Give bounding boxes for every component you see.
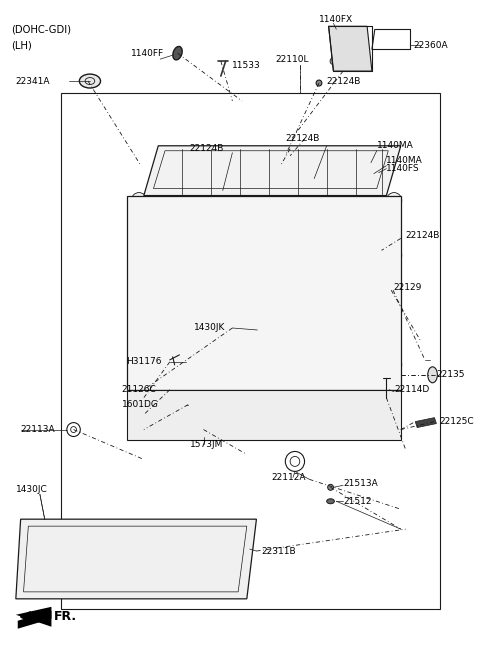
Ellipse shape (275, 171, 286, 180)
Text: 22341A: 22341A (16, 76, 50, 86)
Ellipse shape (323, 166, 335, 175)
Circle shape (132, 193, 147, 208)
Text: 22113A: 22113A (21, 425, 55, 434)
Text: 22124B: 22124B (327, 76, 361, 86)
Ellipse shape (347, 164, 359, 173)
Text: 22135: 22135 (436, 370, 465, 379)
Ellipse shape (364, 59, 371, 67)
Text: 22129: 22129 (393, 283, 421, 292)
Ellipse shape (164, 191, 176, 200)
Text: 1430JK: 1430JK (194, 323, 225, 332)
Ellipse shape (327, 499, 335, 503)
Circle shape (196, 422, 211, 438)
Polygon shape (18, 611, 51, 629)
Ellipse shape (364, 176, 370, 185)
Circle shape (132, 302, 147, 318)
Ellipse shape (328, 485, 334, 490)
Text: (DOHC-GDI): (DOHC-GDI) (11, 24, 71, 34)
Text: 1573JM: 1573JM (190, 440, 223, 449)
Circle shape (386, 247, 402, 263)
Text: 11533: 11533 (232, 61, 261, 70)
Text: 1140MA: 1140MA (386, 156, 423, 165)
Circle shape (386, 382, 402, 398)
Text: 22124B: 22124B (285, 135, 320, 143)
Ellipse shape (366, 165, 372, 173)
Ellipse shape (330, 57, 337, 65)
Text: 22110L: 22110L (276, 55, 309, 63)
Bar (61, 93, 440, 609)
Circle shape (132, 247, 147, 263)
Ellipse shape (316, 80, 322, 86)
Ellipse shape (228, 161, 246, 170)
Polygon shape (329, 26, 372, 71)
Text: 22311B: 22311B (261, 547, 296, 556)
Polygon shape (127, 195, 401, 390)
Ellipse shape (212, 185, 224, 194)
Ellipse shape (354, 46, 365, 56)
Circle shape (379, 282, 394, 298)
Text: 21512: 21512 (343, 497, 372, 506)
Circle shape (386, 357, 402, 373)
Ellipse shape (236, 182, 248, 191)
Polygon shape (16, 519, 256, 599)
Text: 1140FF: 1140FF (132, 49, 165, 57)
Text: 1140MA: 1140MA (377, 141, 413, 150)
Text: (LH): (LH) (11, 40, 32, 50)
Text: 22124B: 22124B (189, 144, 224, 153)
Ellipse shape (330, 161, 347, 170)
Polygon shape (16, 607, 51, 627)
Ellipse shape (79, 74, 100, 88)
Ellipse shape (336, 37, 351, 53)
Text: 1140FS: 1140FS (386, 164, 420, 173)
Text: 21126C: 21126C (122, 385, 156, 394)
Polygon shape (127, 390, 401, 439)
Text: 22125C: 22125C (439, 417, 474, 426)
Polygon shape (144, 146, 401, 195)
Ellipse shape (428, 367, 437, 383)
Text: H31176: H31176 (127, 357, 162, 366)
Ellipse shape (173, 46, 182, 60)
Text: 22124B: 22124B (406, 231, 440, 240)
Ellipse shape (361, 161, 379, 170)
Ellipse shape (161, 161, 179, 170)
Text: 22114D: 22114D (394, 385, 429, 394)
Ellipse shape (262, 161, 279, 170)
Ellipse shape (195, 161, 212, 170)
Text: 21513A: 21513A (343, 479, 378, 488)
Circle shape (132, 382, 147, 398)
Text: FR.: FR. (54, 611, 77, 623)
Text: 1601DG: 1601DG (122, 400, 158, 409)
Text: 1140FX: 1140FX (319, 15, 353, 24)
Text: 22112A: 22112A (271, 473, 305, 482)
Text: 1430JC: 1430JC (16, 485, 48, 494)
Circle shape (386, 193, 402, 208)
Circle shape (188, 399, 200, 411)
Ellipse shape (188, 188, 200, 197)
Text: 22360A: 22360A (413, 40, 448, 50)
Circle shape (386, 302, 402, 318)
Polygon shape (415, 418, 436, 428)
Ellipse shape (299, 168, 311, 177)
Circle shape (132, 357, 147, 373)
Ellipse shape (296, 161, 313, 170)
